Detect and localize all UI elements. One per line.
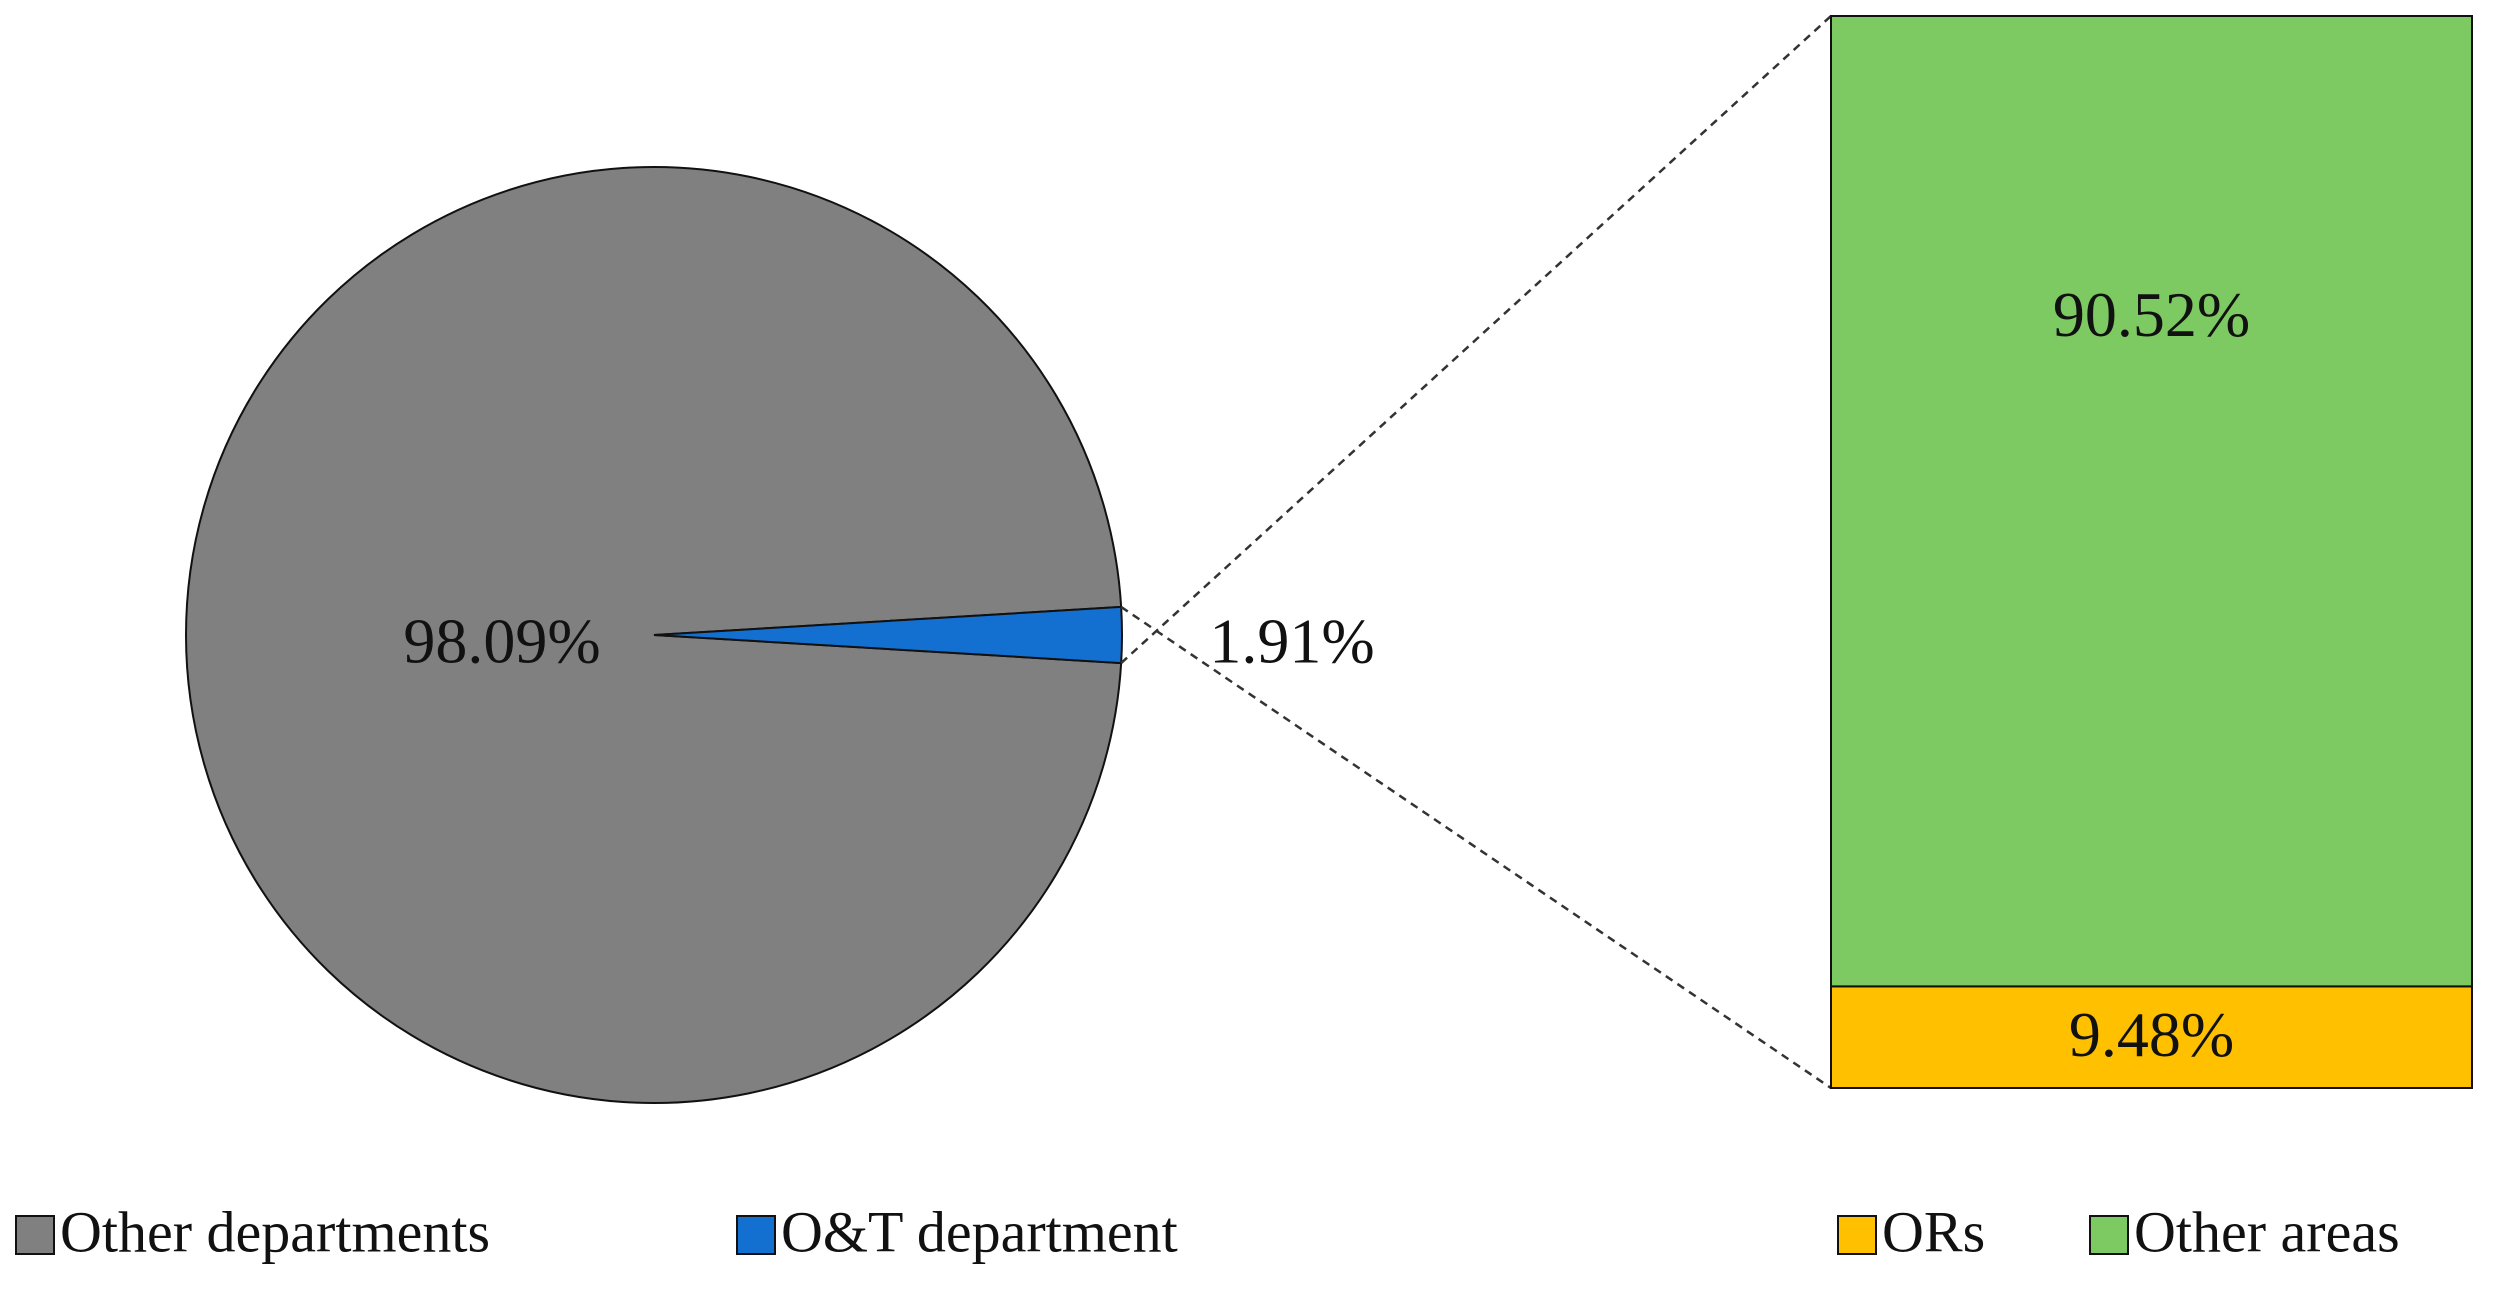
legend-swatch	[1837, 1215, 1877, 1255]
pie-slice	[185, 166, 1123, 1104]
bar-value-label: 90.52%	[2053, 279, 2250, 350]
connector-line	[1120, 605, 1832, 1090]
legend-swatch	[2089, 1215, 2129, 1255]
pie-value-label: 1.91%	[1209, 606, 1374, 677]
legend-label: ORs	[1882, 1199, 1985, 1264]
legend-label: O&T department	[781, 1199, 1178, 1264]
bar-value-label: 9.48%	[2069, 999, 2234, 1070]
legend-label: Other departments	[60, 1199, 490, 1264]
bar-segment	[1830, 15, 2473, 988]
legend-swatch	[736, 1215, 776, 1255]
pie-value-label: 98.09%	[403, 606, 600, 677]
legend-label: Other areas	[2134, 1199, 2400, 1264]
bar-segment	[1830, 985, 2473, 1089]
connector-line	[1120, 15, 1832, 664]
legend-swatch	[15, 1215, 55, 1255]
